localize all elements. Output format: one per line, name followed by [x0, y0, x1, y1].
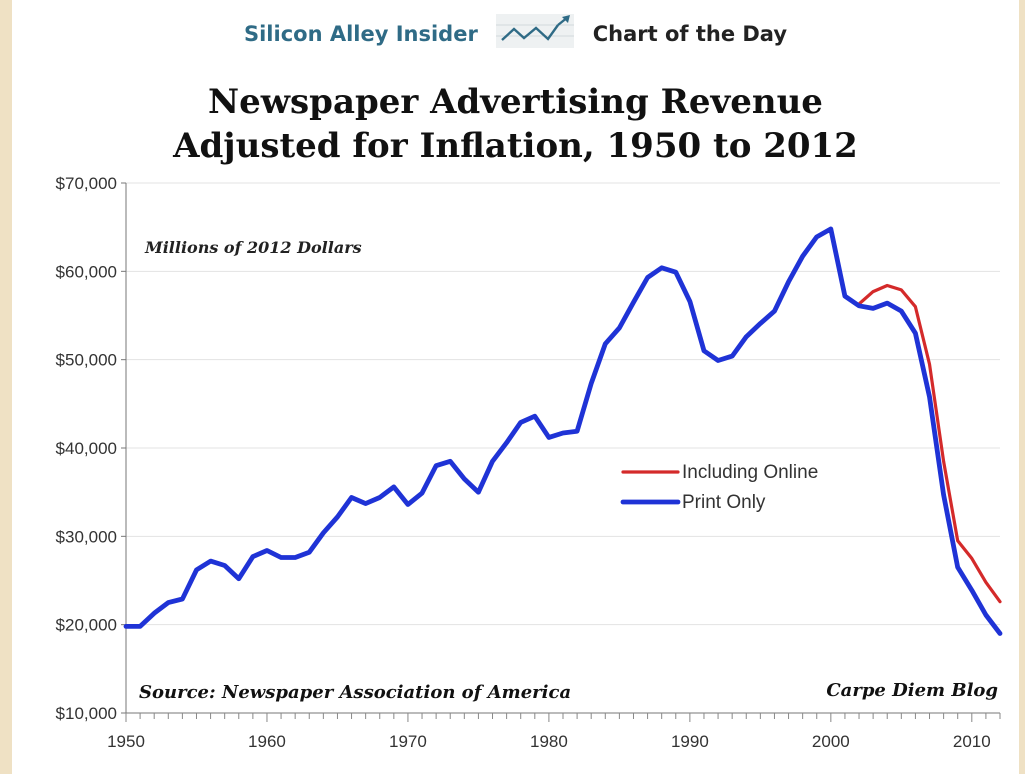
source-note: Source: Newspaper Association of America	[139, 682, 571, 703]
y-tick-label: $60,000	[56, 262, 117, 281]
series-line-including-online	[857, 283, 1002, 604]
series-line-print-only	[123, 226, 1003, 636]
y-tick-label: $70,000	[56, 174, 117, 193]
site-header: Silicon Alley Insider Chart of the Day	[12, 14, 1019, 58]
y-tick-label: $30,000	[56, 527, 117, 546]
legend: Including Online Print Only	[620, 462, 818, 513]
chart-title-line-1: Newspaper Advertising Revenue	[208, 82, 823, 122]
axes: $10,000 $20,000 $30,000 $40,000 $50,000 $60,0…	[56, 174, 1001, 751]
x-tick-label: 1990	[671, 732, 709, 751]
y-tick-label: $50,000	[56, 351, 117, 370]
section-label: Chart of the Day	[592, 21, 788, 46]
x-tick-label: 2000	[812, 732, 850, 751]
series-lines	[123, 226, 1003, 636]
brand-name[interactable]: Silicon Alley Insider	[243, 21, 478, 46]
legend-label: Including Online	[682, 462, 818, 483]
x-tick-label: 1960	[248, 732, 286, 751]
chart-frame: Silicon Alley Insider Chart of the Day N…	[12, 0, 1019, 774]
chart-title: Newspaper Advertising Revenue Adjusted f…	[12, 80, 1019, 168]
credit-note: Carpe Diem Blog	[826, 680, 998, 701]
y-tick-label: $20,000	[56, 616, 117, 635]
y-tick-label: $40,000	[56, 439, 117, 458]
legend-label: Print Only	[682, 492, 766, 513]
gridlines	[126, 182, 1000, 714]
x-tick-label: 1950	[107, 732, 145, 751]
chart-subtitle: Millions of 2012 Dollars	[144, 238, 362, 257]
chart-title-line-2: Adjusted for Inflation, 1950 to 2012	[173, 126, 858, 166]
x-tick-label: 1980	[530, 732, 568, 751]
y-tick-label: $10,000	[56, 704, 117, 723]
trend-chart-icon	[496, 14, 575, 53]
x-tick-label: 2010	[953, 732, 991, 751]
x-tick-label: 1970	[389, 732, 427, 751]
